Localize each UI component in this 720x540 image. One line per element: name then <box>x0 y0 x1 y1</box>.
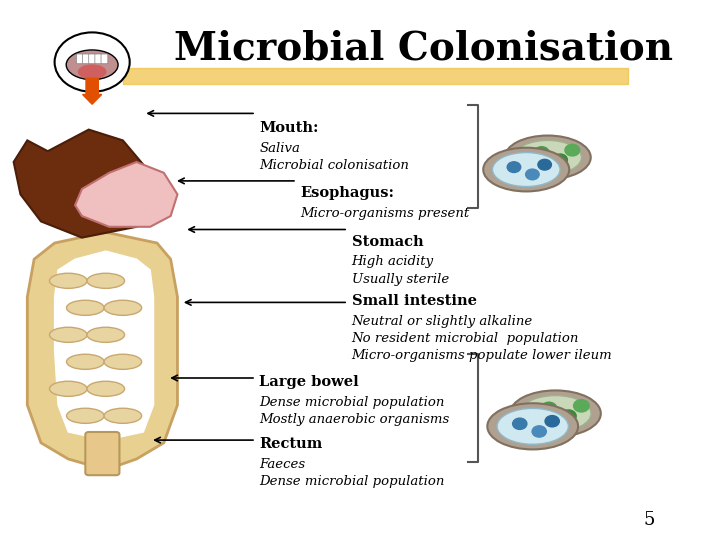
Polygon shape <box>75 162 177 227</box>
Circle shape <box>513 418 527 429</box>
Ellipse shape <box>50 381 87 396</box>
Text: Stomach: Stomach <box>351 235 423 249</box>
Ellipse shape <box>87 273 125 288</box>
Ellipse shape <box>87 327 125 342</box>
Text: Esophagus:: Esophagus: <box>300 186 395 200</box>
Circle shape <box>534 147 549 158</box>
Ellipse shape <box>520 395 591 431</box>
Ellipse shape <box>66 354 104 369</box>
Text: Usually sterile: Usually sterile <box>351 273 449 286</box>
FancyBboxPatch shape <box>89 54 96 64</box>
FancyBboxPatch shape <box>95 54 102 64</box>
FancyArrow shape <box>83 78 102 104</box>
Ellipse shape <box>78 65 106 78</box>
Ellipse shape <box>50 327 87 342</box>
Circle shape <box>55 32 130 92</box>
Text: No resident microbial  population: No resident microbial population <box>351 332 579 345</box>
Circle shape <box>553 154 567 166</box>
Circle shape <box>561 410 576 422</box>
Text: Large bowel: Large bowel <box>259 375 359 389</box>
Ellipse shape <box>104 354 142 369</box>
Ellipse shape <box>104 408 142 423</box>
Ellipse shape <box>487 403 578 449</box>
Ellipse shape <box>510 390 600 436</box>
Circle shape <box>526 169 539 180</box>
Text: Neutral or slightly alkaline: Neutral or slightly alkaline <box>351 315 533 328</box>
Text: Faeces: Faeces <box>259 458 305 471</box>
Text: Dense microbial population: Dense microbial population <box>259 396 445 409</box>
Text: Microbial colonisation: Microbial colonisation <box>259 159 409 172</box>
FancyBboxPatch shape <box>76 54 84 64</box>
Polygon shape <box>27 232 177 470</box>
Text: Rectum: Rectum <box>259 437 323 451</box>
FancyBboxPatch shape <box>101 54 108 64</box>
Circle shape <box>507 162 521 172</box>
Ellipse shape <box>87 381 125 396</box>
Ellipse shape <box>50 273 87 288</box>
Text: Micro-organisms present: Micro-organisms present <box>300 207 469 220</box>
Text: Mostly anaerobic organisms: Mostly anaerobic organisms <box>259 413 449 426</box>
Ellipse shape <box>66 300 104 315</box>
Text: Saliva: Saliva <box>259 142 300 155</box>
FancyBboxPatch shape <box>83 54 89 64</box>
Circle shape <box>545 416 559 427</box>
Text: High acidity: High acidity <box>351 255 433 268</box>
Circle shape <box>565 144 580 156</box>
Ellipse shape <box>514 140 582 174</box>
Ellipse shape <box>104 300 142 315</box>
Circle shape <box>538 159 552 170</box>
Circle shape <box>532 426 546 437</box>
Text: Micro-organisms populate lower ileum: Micro-organisms populate lower ileum <box>351 349 612 362</box>
Ellipse shape <box>483 148 570 192</box>
Ellipse shape <box>492 153 560 187</box>
Text: Small intestine: Small intestine <box>351 294 477 308</box>
Circle shape <box>541 402 557 415</box>
Ellipse shape <box>497 408 568 444</box>
Polygon shape <box>55 251 153 440</box>
Text: Microbial Colonisation: Microbial Colonisation <box>174 30 672 68</box>
Ellipse shape <box>66 50 118 80</box>
Text: Mouth:: Mouth: <box>259 122 319 136</box>
Ellipse shape <box>505 136 590 179</box>
FancyBboxPatch shape <box>85 432 120 475</box>
Polygon shape <box>14 130 157 238</box>
Text: Dense microbial population: Dense microbial population <box>259 475 445 488</box>
Ellipse shape <box>66 408 104 423</box>
Circle shape <box>574 400 589 412</box>
Text: 5: 5 <box>644 511 655 529</box>
